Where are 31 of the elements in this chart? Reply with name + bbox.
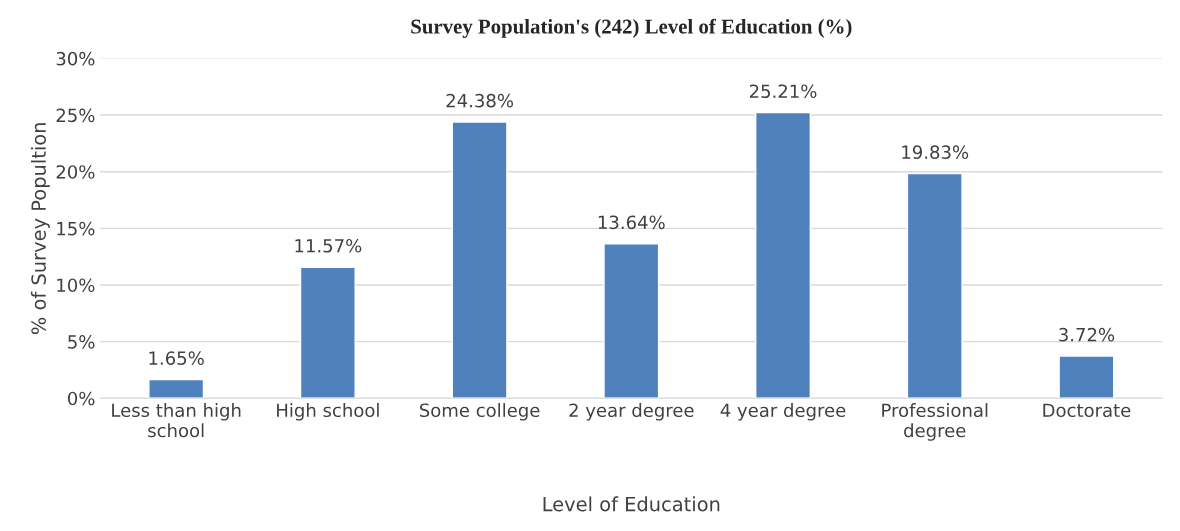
y-tick-label: 5% [68, 335, 95, 349]
bar [603, 243, 660, 399]
x-tick-label: Professional degree [882, 403, 988, 441]
x-tick-label: Less than high school [112, 403, 241, 438]
y-tick-label: 0% [67, 391, 95, 406]
x-tick-label: 2 year degree [569, 403, 694, 421]
bar [755, 111, 812, 399]
data-label: 24.38% [446, 93, 514, 108]
bar [451, 121, 508, 399]
bar [1058, 355, 1115, 399]
data-label: 11.57% [295, 238, 362, 253]
x-axis-title: Level of Education [543, 496, 720, 512]
data-label: 19.83% [902, 145, 969, 160]
data-label: 25.21% [749, 84, 817, 99]
y-tick-label: 15% [57, 221, 95, 236]
x-tick-label: Doctorate [1043, 403, 1131, 418]
x-tick-label: 4 year degree [720, 403, 846, 421]
x-tick-label: Some college [419, 403, 540, 421]
y-tick-label: 25% [56, 108, 95, 123]
bar [906, 172, 963, 399]
bar [148, 378, 205, 399]
data-label: 1.65% [149, 351, 204, 365]
data-label: 3.72% [1059, 327, 1115, 342]
x-tick-label: High school [277, 403, 379, 421]
y-axis-title: % of Survey Popultion [30, 123, 50, 335]
y-tick-label: 30% [56, 51, 95, 66]
bar [299, 266, 356, 399]
data-label: 13.64% [598, 215, 665, 230]
y-tick-label: 20% [56, 165, 95, 179]
y-tick-label: 10% [57, 278, 95, 293]
chart-title: Survey Population's (242) Level of Education (%) [411, 18, 852, 38]
